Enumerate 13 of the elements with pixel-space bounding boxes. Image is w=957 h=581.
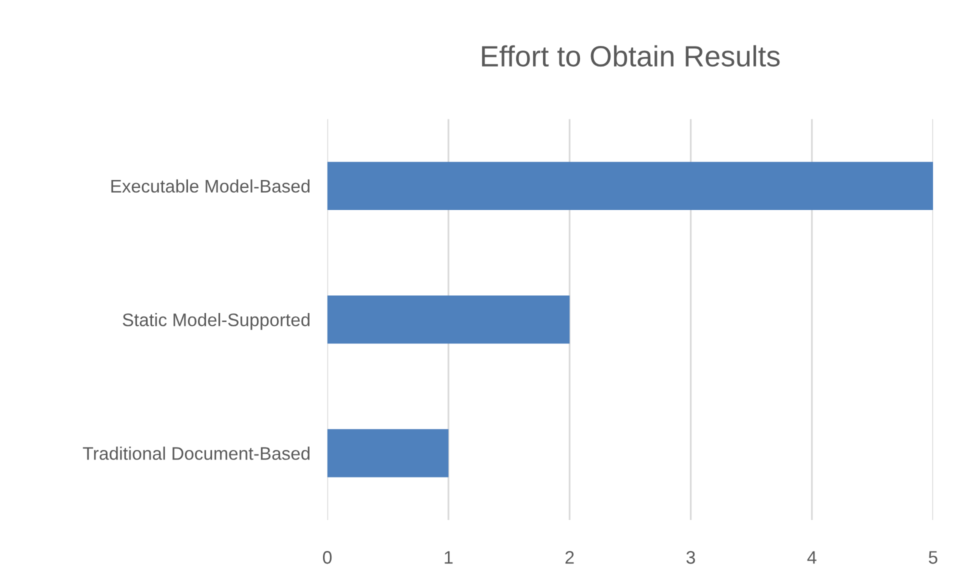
x-tick-label: 5 [928,551,938,564]
y-tick-label: Traditional Document-Based [82,446,310,460]
x-tick-label: 3 [686,551,695,564]
x-tick-label: 1 [444,551,453,564]
bar [327,295,570,344]
x-tick-label: 4 [807,551,816,564]
bar [327,162,934,210]
bar [327,429,448,478]
x-tick-label: 2 [565,551,574,564]
chart-title: Effort to Obtain Results [482,45,780,67]
y-tick-label: Static Model-Supported [122,313,310,330]
y-tick-label: Executable Model-Based [111,179,310,193]
x-tick-label: 0 [322,551,332,564]
